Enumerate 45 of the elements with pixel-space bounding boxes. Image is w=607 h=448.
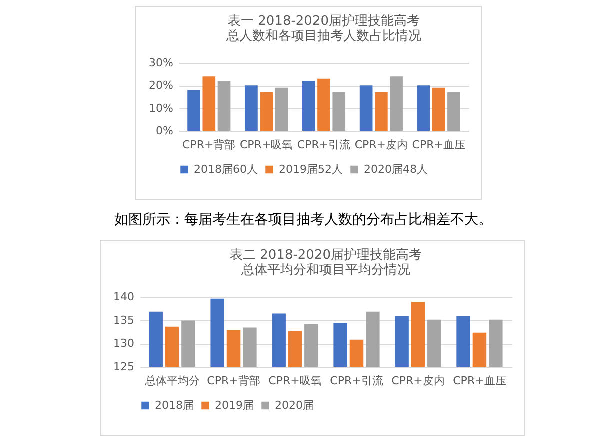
bar: [188, 90, 200, 131]
legend-label: 2018届: [155, 398, 194, 412]
legend-label: 2020届48人: [364, 162, 428, 176]
bar: [432, 88, 446, 131]
bar: [302, 81, 316, 131]
chart-title: 表二 2018-2020届护理技能高考: [230, 247, 422, 263]
text: 如图所示：每届考生在各项目抽考人数的分布占比相差不大。: [114, 211, 494, 229]
bar: [375, 92, 388, 131]
x-tick-label: CPR+吸氧: [268, 374, 322, 388]
x-tick-label: CPR+血压: [412, 138, 466, 152]
bar: [218, 81, 231, 131]
y-tick-label: 140: [114, 290, 134, 304]
x-tick-label: CPR+引流: [297, 138, 351, 152]
legend-label: 2020届: [275, 398, 314, 412]
x-tick-label: CPR+背部: [207, 374, 260, 388]
legend-label: 2019届52人: [279, 162, 343, 176]
bar: [260, 92, 273, 131]
chart-title: 表一 2018-2020届护理技能高考: [228, 13, 420, 29]
x-tick-label: CPR+皮内: [354, 138, 408, 152]
x-tick-label: CPR+血压: [453, 374, 506, 388]
bar: [275, 88, 288, 131]
chart-subtitle: 总体平均分和项目平均分情况: [240, 263, 410, 278]
legend-label: 2019届: [215, 398, 254, 412]
y-tick-label: 135: [114, 314, 134, 327]
bar: [332, 92, 346, 131]
bar: [390, 76, 403, 131]
x-tick-label: CPR+吸氧: [240, 138, 294, 152]
y-tick-label: 0%: [156, 124, 174, 138]
y-tick-label: 10%: [149, 102, 174, 115]
y-tick-label: 20%: [149, 79, 174, 92]
x-tick-label: CPR+引流: [330, 374, 384, 388]
legend-label: 2018届60人: [194, 162, 258, 176]
y-tick-label: 30%: [149, 56, 174, 70]
bar: [417, 86, 430, 131]
y-tick-label: 125: [114, 360, 134, 374]
bar: [448, 92, 460, 131]
bar: [245, 86, 258, 131]
x-tick-label: CPR+皮内: [392, 374, 445, 388]
x-tick-label: 总体平均分: [144, 374, 200, 388]
x-tick-label: CPR+背部: [182, 138, 236, 152]
bar: [318, 78, 330, 131]
bar: [202, 76, 216, 131]
y-tick-label: 130: [114, 337, 134, 350]
chart-subtitle: 总人数和各项目抽考人数占比情况: [226, 29, 422, 44]
bar: [360, 86, 373, 131]
